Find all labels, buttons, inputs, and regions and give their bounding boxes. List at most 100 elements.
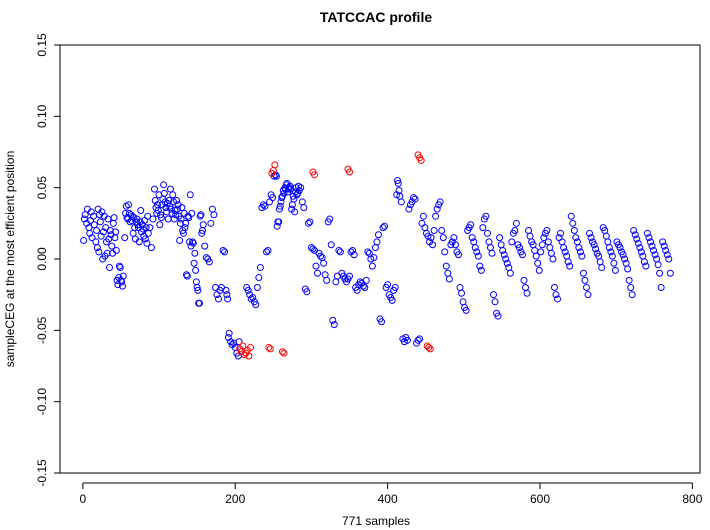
blue-point <box>631 231 639 239</box>
blue-point <box>442 262 450 270</box>
blue-point <box>207 219 215 227</box>
blue-point <box>144 229 152 237</box>
blue-point <box>459 298 467 306</box>
blue-point <box>309 245 317 253</box>
blue-point <box>364 248 372 256</box>
blue-point <box>93 226 101 234</box>
blue-point <box>454 251 462 259</box>
chart-title: TATCCAC profile <box>320 9 432 25</box>
blue-point <box>176 219 184 227</box>
blue-point <box>666 269 674 277</box>
blue-point <box>256 264 264 272</box>
blue-point <box>219 246 227 254</box>
x-axis-label: 771 samples <box>342 514 410 528</box>
blue-point <box>110 214 118 222</box>
blue-point <box>266 198 274 206</box>
blue-point <box>456 284 464 292</box>
blue-point <box>558 238 566 246</box>
blue-point <box>160 189 168 197</box>
red-point <box>426 345 434 353</box>
blue-point <box>397 198 405 206</box>
blue-point <box>374 231 382 239</box>
blue-point <box>526 232 534 240</box>
blue-point <box>651 251 659 259</box>
blue-point <box>546 244 554 252</box>
blue-point <box>264 246 272 254</box>
blue-point <box>564 258 572 266</box>
blue-point <box>476 262 484 270</box>
blue-point <box>129 229 137 237</box>
blue-point <box>381 222 389 230</box>
blue-point <box>557 229 565 237</box>
blue-point <box>411 195 419 203</box>
blue-point <box>373 238 381 246</box>
blue-point <box>660 242 668 250</box>
blue-point <box>119 272 127 280</box>
blue-point <box>439 234 447 242</box>
blue-point <box>192 266 200 274</box>
blue-point <box>567 212 575 220</box>
blue-point <box>547 249 555 257</box>
blue-point <box>650 246 658 254</box>
blue-point <box>92 238 100 246</box>
blue-point <box>471 244 479 252</box>
blue-point <box>321 271 329 279</box>
blue-point <box>326 215 334 223</box>
blue-point <box>496 234 504 242</box>
blue-point <box>497 241 505 249</box>
x-tick-label: 600 <box>530 492 550 506</box>
blue-point <box>81 211 89 219</box>
blue-point <box>543 226 551 234</box>
blue-point <box>323 276 331 284</box>
blue-point <box>433 205 441 213</box>
blue-point <box>157 214 165 222</box>
y-tick-label: 0.15 <box>35 33 49 57</box>
y-tick-label: 0.05 <box>35 176 49 200</box>
blue-point <box>410 194 418 202</box>
blue-point <box>394 177 402 185</box>
blue-point <box>611 266 619 274</box>
blue-point <box>156 221 164 229</box>
red-point <box>280 349 288 357</box>
blue-point <box>249 294 257 302</box>
blue-point <box>560 244 568 252</box>
blue-point <box>359 282 367 290</box>
blue-point <box>143 239 151 247</box>
blue-point <box>190 259 198 267</box>
blue-point <box>537 248 545 256</box>
blue-point <box>330 321 338 329</box>
blue-point <box>646 238 654 246</box>
blue-point <box>205 258 213 266</box>
blue-point <box>552 291 560 299</box>
blue-point <box>201 242 209 250</box>
blue-point <box>109 219 117 227</box>
blue-point <box>137 206 145 214</box>
blue-point <box>90 221 98 229</box>
blue-point <box>222 286 230 294</box>
blue-point <box>314 269 322 277</box>
blue-point <box>335 246 343 254</box>
blue-point <box>587 234 595 242</box>
blue-point <box>578 252 586 260</box>
blue-point <box>540 234 548 242</box>
blue-point <box>473 248 481 256</box>
blue-point <box>482 212 490 220</box>
blue-point <box>575 244 583 252</box>
blue-point <box>654 261 662 269</box>
blue-point <box>384 281 392 289</box>
blue-point <box>273 222 281 230</box>
y-tick-label: 0.00 <box>35 247 49 271</box>
blue-point <box>121 234 129 242</box>
blue-point <box>317 252 325 260</box>
blue-point <box>483 229 491 237</box>
blue-point <box>189 239 197 247</box>
blue-point <box>421 224 429 232</box>
blue-point <box>252 301 260 309</box>
blue-point <box>157 211 165 219</box>
blue-point <box>561 248 569 256</box>
blue-point <box>235 338 243 346</box>
blue-point <box>512 219 520 227</box>
blue-point <box>221 248 229 256</box>
blue-point <box>416 335 424 343</box>
blue-point <box>405 205 413 213</box>
